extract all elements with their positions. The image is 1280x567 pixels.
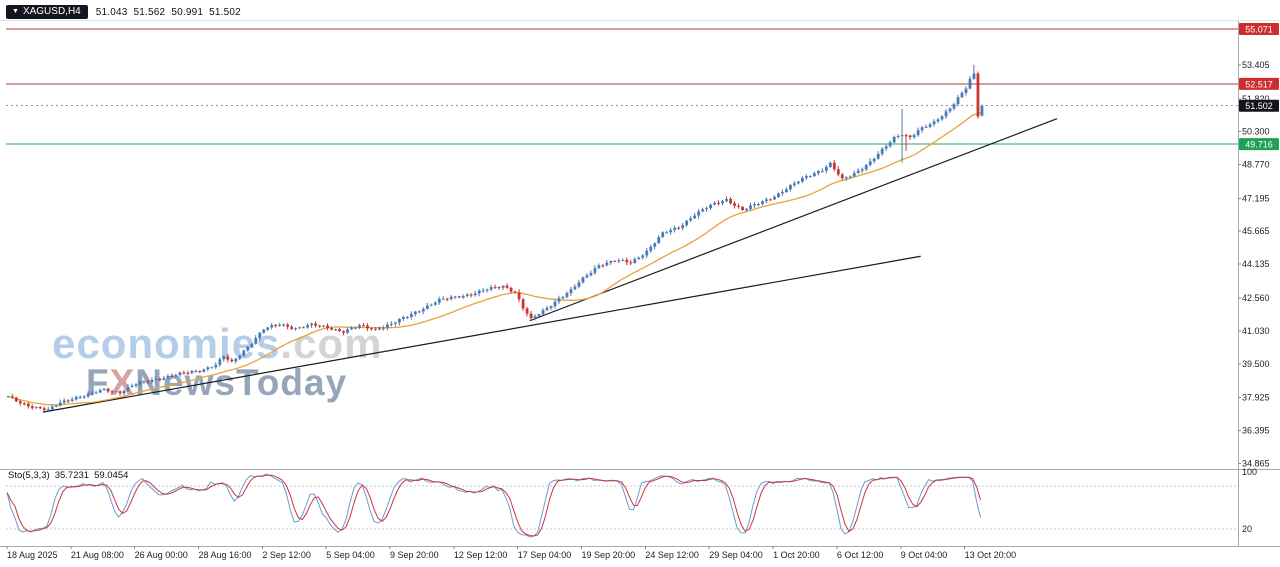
time-label-13: 6 Oct 12:00: [837, 550, 884, 560]
time-label-2: 26 Aug 00:00: [135, 550, 188, 560]
ohlc-high: 51.562: [133, 6, 166, 18]
price-badge-text-51.502: 51.502: [1245, 101, 1273, 111]
trendline-1[interactable]: [42, 255, 921, 413]
watermark-sub-rest: NewsToday: [135, 362, 348, 403]
price-tick-51.820: 51.820: [1242, 94, 1270, 104]
price-tick-47.195: 47.195: [1242, 193, 1270, 203]
time-label-12: 1 Oct 20:00: [773, 550, 820, 560]
time-label-1: 21 Aug 08:00: [71, 550, 124, 560]
time-label-8: 17 Sep 04:00: [518, 550, 572, 560]
price-tick-45.665: 45.665: [1242, 226, 1270, 236]
price-tick-34.865: 34.865: [1242, 458, 1270, 468]
price-tick-48.770: 48.770: [1242, 159, 1270, 169]
stochastic-name: Sto(5,3,3): [8, 470, 50, 481]
ohlc-open: 51.043: [95, 6, 128, 18]
time-label-11: 29 Sep 04:00: [709, 550, 763, 560]
dropdown-arrow-icon: ▼: [12, 8, 19, 15]
time-label-9: 19 Sep 20:00: [582, 550, 636, 560]
stoch-signal-line: [6, 474, 982, 537]
price-tick-53.405: 53.405: [1242, 60, 1270, 70]
time-label-0: 18 Aug 2025: [7, 550, 58, 560]
stoch-scale-100: 100: [1242, 467, 1257, 477]
time-axis[interactable]: 18 Aug 2025 21 Aug 08:00 26 Aug 00:00 28 Au…: [6, 546, 1017, 560]
moving-average-line[interactable]: [6, 111, 981, 406]
price-tick-39.500: 39.500: [1242, 359, 1270, 369]
price-badge-55.071: [1239, 22, 1279, 35]
price-tick-41.030: 41.030: [1242, 326, 1270, 336]
time-label-5: 5 Sep 04:00: [326, 550, 375, 560]
trendline-2[interactable]: [529, 118, 1058, 322]
price-badge-text-52.517: 52.517: [1245, 79, 1273, 89]
chart-header: ▼ XAGUSD,H4 51.043 51.562 50.991 51.502: [6, 5, 247, 19]
price-badge-49.716: [1239, 138, 1279, 151]
price-badge-52.517: [1239, 77, 1279, 90]
price-badge-51.502: [1239, 99, 1279, 112]
stochastic-label: Sto(5,3,3) 35.7231 59.0454: [8, 470, 133, 481]
ohlc-values: 51.043 51.562 50.991 51.502: [96, 7, 247, 18]
price-tick-42.560: 42.560: [1242, 293, 1270, 303]
symbol-timeframe-label: XAGUSD,H4: [22, 6, 81, 17]
price-tick-44.135: 44.135: [1242, 259, 1270, 269]
stoch-scale-20: 20: [1242, 524, 1252, 534]
price-tick-37.925: 37.925: [1242, 393, 1270, 403]
time-label-6: 9 Sep 20:00: [390, 550, 439, 560]
watermark-fxnewstoday: FXNewsToday: [86, 362, 347, 404]
symbol-selector[interactable]: ▼ XAGUSD,H4: [6, 5, 88, 19]
price-tick-36.395: 36.395: [1242, 426, 1270, 436]
time-label-14: 9 Oct 04:00: [901, 550, 948, 560]
time-label-3: 28 Aug 16:00: [199, 550, 252, 560]
time-label-15: 13 Oct 20:00: [965, 550, 1017, 560]
price-badge-text-49.716: 49.716: [1245, 140, 1273, 150]
price-badge-text-55.071: 55.071: [1245, 24, 1273, 34]
price-axis[interactable]: 53.405 51.820 50.300 48.770 47.195 45.665 44.1…: [1238, 22, 1279, 534]
time-label-10: 24 Sep 12:00: [645, 550, 699, 560]
time-label-4: 2 Sep 12:00: [262, 550, 311, 560]
ohlc-low: 50.991: [171, 6, 204, 18]
stochastic-main-value: 35.7231: [54, 470, 90, 481]
stochastic-signal-value: 59.0454: [94, 470, 129, 481]
candles-group: [7, 64, 984, 413]
price-tick-50.300: 50.300: [1242, 127, 1270, 137]
ohlc-close: 51.502: [209, 6, 241, 18]
time-label-7: 12 Sep 12:00: [454, 550, 508, 560]
watermark-brand: economies: [52, 320, 281, 367]
stoch-main-line: [6, 473, 982, 538]
